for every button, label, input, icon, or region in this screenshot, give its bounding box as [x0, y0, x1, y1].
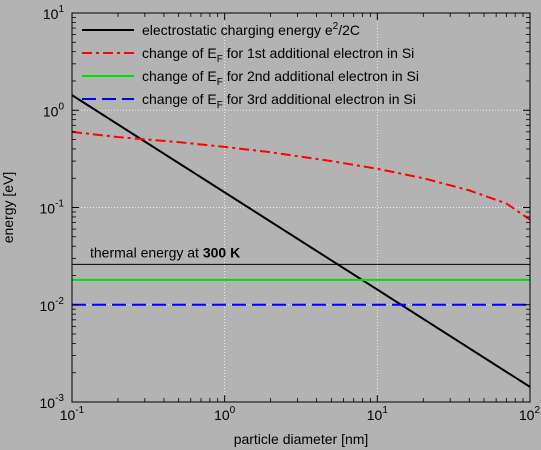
x-tick-label: 102 — [519, 405, 541, 423]
legend: electrostatic charging energy e2/2C chang… — [82, 21, 419, 111]
legend-label-3: change of EF for 2nd additional electron… — [142, 68, 419, 88]
y-axis-title: energy [eV] — [0, 172, 16, 244]
y-tick-label: 101 — [43, 4, 65, 22]
ticks: 10-1 100 101 102 10-3 10-2 10-1 100 101 — [40, 4, 541, 423]
y-tick-label: 10-2 — [40, 296, 65, 314]
y-tick-label: 10-1 — [40, 199, 65, 217]
annotation-thermal-energy: thermal energy at 300 K — [90, 244, 240, 260]
x-tick-label: 100 — [214, 405, 236, 423]
series-line-1 — [71, 94, 531, 388]
y-tick-label: 10-3 — [40, 393, 65, 411]
x-tick-label: 10-1 — [60, 405, 85, 423]
series-lines — [71, 94, 531, 388]
x-axis-title: particle diameter [nm] — [234, 431, 369, 447]
series-line-2 — [71, 130, 531, 221]
legend-label-4: change of EF for 3rd additional electron… — [142, 91, 416, 111]
y-tick-label: 100 — [43, 101, 65, 119]
reference-lines: thermal energy at 300 K — [72, 244, 530, 265]
x-tick-label: 101 — [367, 405, 389, 423]
legend-label-1: electrostatic charging energy e2/2C — [142, 21, 360, 38]
legend-label-2: change of EF for 1st additional electron… — [142, 45, 414, 65]
